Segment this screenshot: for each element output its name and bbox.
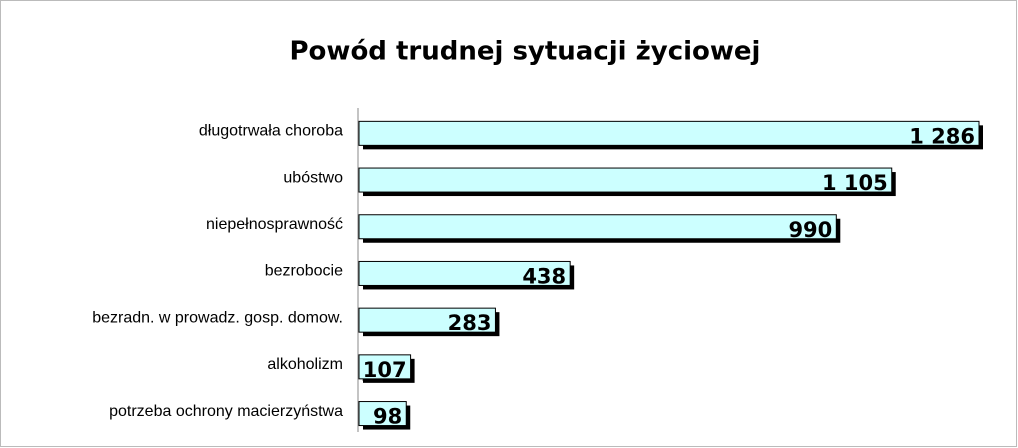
category-label: długotrwała choroba xyxy=(199,123,343,140)
category-label: bezradn. w prowadz. gosp. domow. xyxy=(92,309,343,326)
value-label: 107 xyxy=(363,358,407,382)
value-label: 283 xyxy=(448,311,492,335)
value-label: 990 xyxy=(788,218,832,242)
value-label: 438 xyxy=(522,264,566,288)
bar xyxy=(358,401,407,427)
bar xyxy=(358,307,496,333)
value-label: 1 286 xyxy=(909,124,975,148)
chart-title: Powód trudnej sytuacji życiowej xyxy=(290,37,761,67)
bar xyxy=(358,120,980,146)
category-label: ubóstwo xyxy=(283,169,343,186)
value-label: 1 105 xyxy=(822,171,888,195)
category-label: bezrobocie xyxy=(265,263,343,280)
value-label: 98 xyxy=(373,405,402,429)
category-label: alkoholizm xyxy=(267,356,343,373)
bar xyxy=(358,354,412,380)
category-label: potrzeba ochrony macierzyństwa xyxy=(109,403,343,420)
category-label: niepełnosprawność xyxy=(206,216,343,233)
bar xyxy=(358,214,837,240)
bar xyxy=(358,167,893,193)
bar xyxy=(358,260,571,286)
